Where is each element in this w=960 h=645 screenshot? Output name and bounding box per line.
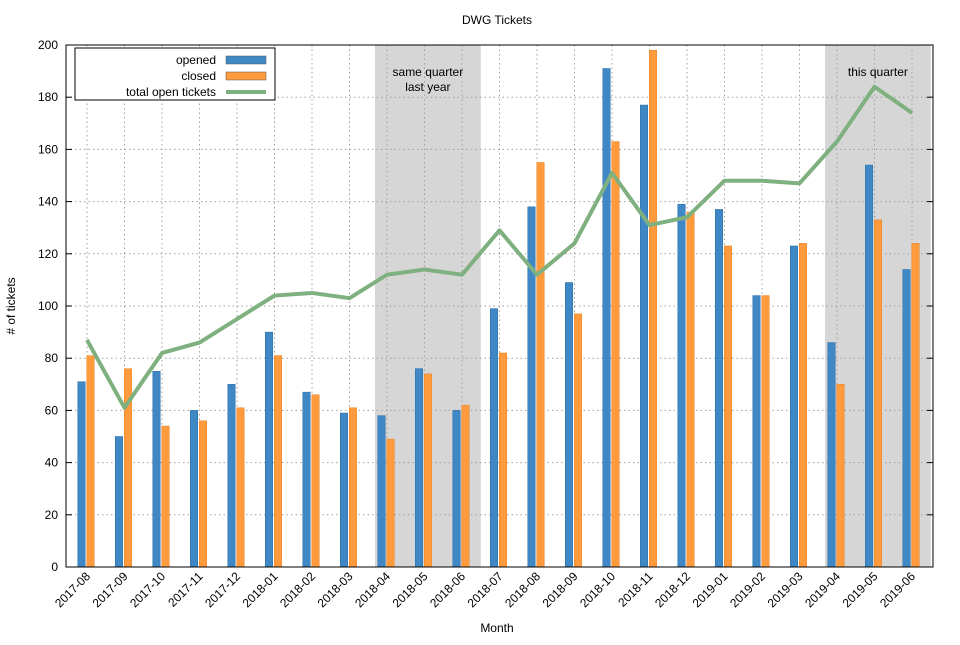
x-tick-label: 2018-02 [277, 569, 318, 610]
bar [415, 368, 423, 568]
x-tick-label: 2017-08 [52, 569, 93, 610]
bar [227, 384, 236, 568]
x-tick-label: 2019-02 [727, 569, 768, 610]
x-tick-label: 2018-10 [577, 569, 618, 610]
bar [452, 410, 461, 568]
annotation: this quarter [848, 65, 908, 79]
y-tick-label: 140 [38, 195, 58, 209]
bar [377, 415, 386, 568]
bar [424, 373, 432, 568]
legend-label: opened [176, 53, 216, 67]
bar [761, 295, 770, 568]
x-tick-label: 2017-11 [165, 569, 206, 610]
bar [311, 394, 320, 568]
bar [677, 203, 686, 568]
bar [724, 245, 732, 568]
bar [911, 243, 920, 568]
x-tick-label: 2019-01 [690, 569, 731, 610]
bar [265, 331, 273, 568]
y-tick-label: 80 [45, 351, 59, 365]
x-tick-label: 2019-03 [765, 569, 806, 610]
bar [611, 141, 620, 568]
bar [649, 49, 657, 568]
chart-title: DWG Tickets [462, 13, 532, 27]
bar [602, 68, 611, 568]
x-tick-label: 2018-07 [465, 569, 506, 610]
bar [152, 371, 161, 568]
bar [640, 104, 648, 568]
bar [115, 436, 123, 568]
x-tick-label: 2017-09 [90, 569, 131, 610]
bar [386, 438, 395, 568]
x-tick-label: 2018-12 [652, 569, 693, 610]
bar [199, 420, 207, 568]
bar [715, 209, 723, 568]
plot-frame [65, 44, 934, 568]
bar [565, 282, 573, 568]
x-tick-label: 2019-05 [840, 569, 881, 610]
bar [77, 381, 86, 568]
y-tick-label: 200 [38, 38, 58, 52]
bar [874, 219, 882, 568]
bar [799, 243, 807, 568]
bar [865, 164, 873, 568]
y-tick-label: 180 [38, 90, 58, 104]
bar [236, 407, 245, 568]
bar [686, 211, 695, 568]
bar [86, 355, 95, 568]
y-tick-label: 120 [38, 247, 58, 261]
x-tick-label: 2018-09 [540, 569, 581, 610]
annotation: last year [405, 80, 450, 94]
y-axis-label: # of tickets [4, 277, 18, 334]
x-tick-label: 2017-10 [127, 569, 168, 610]
x-tick-label: 2017-12 [202, 569, 243, 610]
x-tick-label: 2018-05 [390, 569, 431, 610]
legend-label: closed [181, 69, 216, 83]
legend-swatch [225, 71, 267, 81]
bar [752, 295, 761, 568]
y-tick-label: 0 [51, 560, 58, 574]
x-axis-label: Month [480, 621, 513, 635]
y-tick-label: 160 [38, 142, 58, 156]
x-tick-label: 2018-01 [240, 569, 281, 610]
bar [340, 412, 348, 568]
bar [836, 384, 845, 568]
annotation: same quarter [393, 65, 464, 79]
bar [790, 245, 798, 568]
legend-swatch [225, 55, 267, 65]
x-tick-label: 2019-04 [802, 569, 843, 610]
x-tick-label: 2018-08 [502, 569, 543, 610]
x-tick-label: 2018-11 [615, 569, 656, 610]
bar [574, 313, 582, 568]
x-tick-label: 2018-04 [352, 569, 393, 610]
bar [827, 342, 836, 568]
bar [536, 162, 545, 568]
x-tick-label: 2018-03 [315, 569, 356, 610]
y-tick-label: 40 [45, 456, 59, 470]
y-tick-label: 60 [45, 403, 59, 417]
y-tick-label: 20 [45, 508, 59, 522]
x-tick-label: 2019-06 [877, 569, 918, 610]
bar [461, 404, 470, 568]
bar [349, 407, 357, 568]
line-series [85, 84, 914, 410]
bar [902, 269, 911, 568]
bar [490, 308, 498, 568]
bar [302, 391, 311, 568]
bar [499, 352, 507, 568]
bar [274, 355, 282, 568]
x-tick-label: 2018-06 [427, 569, 468, 610]
legend-label: total open tickets [126, 85, 216, 99]
y-tick-label: 100 [38, 299, 58, 313]
bar [190, 410, 198, 568]
bar [161, 425, 170, 568]
bar [527, 206, 536, 568]
legend: opened closed total open tickets [74, 47, 276, 101]
